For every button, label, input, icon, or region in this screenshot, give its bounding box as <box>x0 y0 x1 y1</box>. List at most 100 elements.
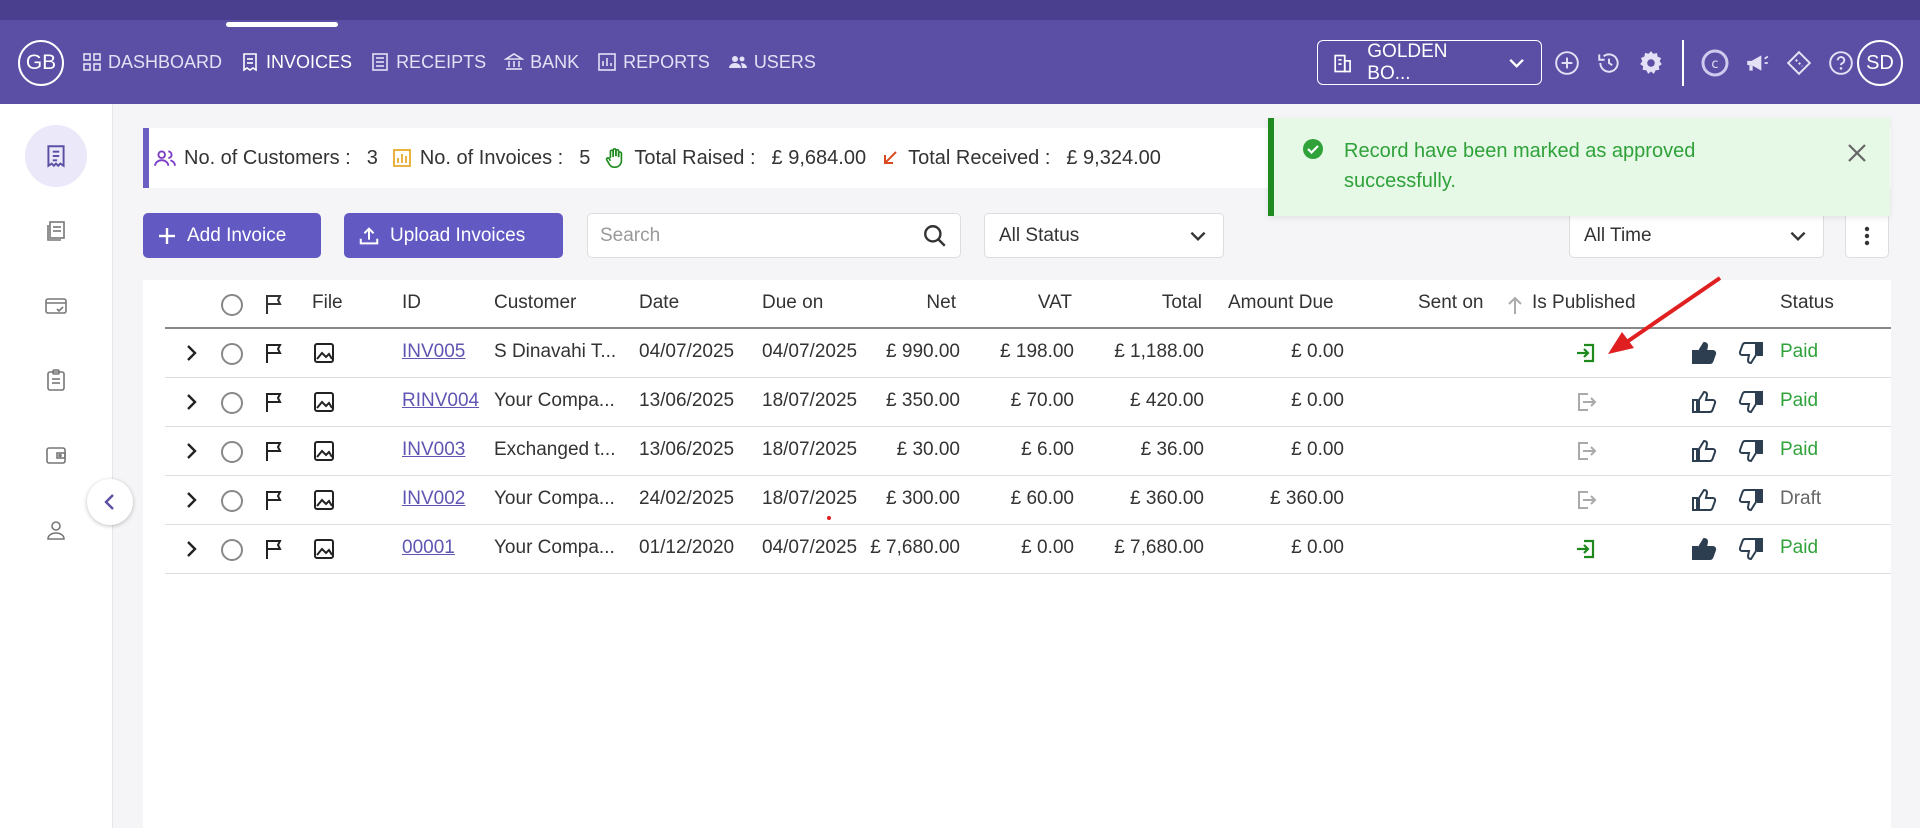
image-icon[interactable] <box>313 342 335 364</box>
chevron-right-icon[interactable] <box>185 392 199 412</box>
image-icon[interactable] <box>313 538 335 560</box>
image-icon[interactable] <box>313 440 335 462</box>
user-avatar[interactable]: SD <box>1857 40 1903 86</box>
history-icon[interactable] <box>1594 48 1624 78</box>
table-row[interactable]: RINV004 Your Compa... 13/06/2025 18/07/2… <box>165 378 1891 427</box>
nav-bank-label: BANK <box>530 51 580 72</box>
stat-raised-value: £ 9,684.00 <box>771 146 867 169</box>
col-sent-on[interactable]: Sent on <box>1418 292 1484 313</box>
thumbs-up-icon[interactable] <box>1691 439 1717 463</box>
invoice-id-link[interactable]: INV003 <box>402 439 466 460</box>
users-icon <box>728 56 747 68</box>
col-due[interactable]: Due on <box>762 292 824 313</box>
invoice-id-link[interactable]: INV005 <box>402 341 466 362</box>
status-filter-select[interactable]: All Status <box>984 213 1224 258</box>
left-sidebar <box>0 104 113 828</box>
chevron-right-icon[interactable] <box>185 539 199 559</box>
sidebar-item-clipboard[interactable] <box>25 349 87 411</box>
nav-dashboard[interactable]: DASHBOARD <box>82 52 222 73</box>
search-field[interactable] <box>587 213 961 258</box>
row-checkbox[interactable] <box>221 539 243 561</box>
upload-invoices-button[interactable]: Upload Invoices <box>344 213 563 258</box>
chevron-right-icon[interactable] <box>185 490 199 510</box>
close-icon[interactable] <box>1846 142 1868 164</box>
col-net[interactable]: Net <box>926 292 956 313</box>
table-row[interactable]: INV005 S Dinavahi T... 04/07/2025 04/07/… <box>165 329 1891 378</box>
thumbs-up-icon[interactable] <box>1691 537 1717 561</box>
add-circle-icon[interactable] <box>1552 48 1582 78</box>
status-cell: Draft <box>1780 488 1822 509</box>
company-selector[interactable]: GOLDEN BO... <box>1317 40 1542 85</box>
sort-arrow-up-icon[interactable] <box>1507 295 1523 315</box>
invoice-id-link[interactable]: INV002 <box>402 488 466 509</box>
published-icon[interactable] <box>1574 341 1598 365</box>
stat-received-value: £ 9,324.00 <box>1066 146 1161 169</box>
add-invoice-button[interactable]: Add Invoice <box>143 213 321 258</box>
flag-icon[interactable] <box>264 440 284 462</box>
status-cell: Paid <box>1780 439 1819 460</box>
table-row[interactable]: INV003 Exchanged t... 13/06/2025 18/07/2… <box>165 427 1891 476</box>
sidebar-item-wallet[interactable] <box>25 424 87 486</box>
row-checkbox[interactable] <box>221 441 243 463</box>
search-input[interactable] <box>600 224 922 247</box>
invoice-id-link[interactable]: RINV004 <box>402 390 480 411</box>
flag-icon[interactable] <box>264 391 284 413</box>
image-icon[interactable] <box>313 489 335 511</box>
chevron-right-icon[interactable] <box>185 343 199 363</box>
c-logo-icon[interactable]: c <box>1700 48 1730 78</box>
flag-icon[interactable] <box>264 538 284 560</box>
thumbs-up-icon[interactable] <box>1691 390 1717 414</box>
thumbs-down-icon[interactable] <box>1738 488 1764 512</box>
invoice-id-link[interactable]: 00001 <box>402 537 455 558</box>
documents-icon <box>47 221 65 241</box>
nav-bank[interactable]: BANK <box>504 52 579 73</box>
nav-receipts[interactable]: RECEIPTS <box>370 52 486 73</box>
sidebar-item-profile[interactable] <box>25 499 87 561</box>
stat-customers-label: No. of Customers : <box>184 146 351 169</box>
nav-reports[interactable]: REPORTS <box>597 52 710 73</box>
row-checkbox[interactable] <box>221 392 243 414</box>
sidebar-collapse-button[interactable] <box>87 479 133 525</box>
due-date-cell: 18/07/2025 <box>762 439 858 460</box>
more-options-button[interactable] <box>1845 213 1889 258</box>
col-total[interactable]: Total <box>1161 292 1202 313</box>
sidebar-item-documents[interactable] <box>25 200 87 262</box>
col-id[interactable]: ID <box>402 292 421 313</box>
select-all-checkbox[interactable] <box>221 294 243 316</box>
company-logo[interactable]: GB <box>18 40 64 86</box>
nav-invoices-label: INVOICES <box>266 51 353 72</box>
unpublished-icon[interactable] <box>1574 488 1598 512</box>
thumbs-down-icon[interactable] <box>1738 537 1764 561</box>
unpublished-icon[interactable] <box>1574 439 1598 463</box>
col-status[interactable]: Status <box>1780 292 1834 313</box>
chevron-right-icon[interactable] <box>185 441 199 461</box>
table-row[interactable]: INV002 Your Compa... 24/02/2025 18/07/20… <box>165 476 1891 525</box>
ticket-icon[interactable] <box>1784 48 1814 78</box>
published-icon[interactable] <box>1574 537 1598 561</box>
col-amount-due[interactable]: Amount Due <box>1228 292 1334 313</box>
search-icon[interactable] <box>922 223 948 249</box>
megaphone-icon[interactable] <box>1742 48 1772 78</box>
row-checkbox[interactable] <box>221 490 243 512</box>
flag-icon[interactable] <box>264 489 284 511</box>
gear-icon[interactable] <box>1636 48 1666 78</box>
time-filter-select[interactable]: All Time <box>1569 213 1824 258</box>
thumbs-down-icon[interactable] <box>1738 390 1764 414</box>
col-vat[interactable]: VAT <box>1037 292 1072 313</box>
thumbs-up-icon[interactable] <box>1691 341 1717 365</box>
thumbs-down-icon[interactable] <box>1738 341 1764 365</box>
image-icon[interactable] <box>313 391 335 413</box>
flag-icon[interactable] <box>264 342 284 364</box>
col-date[interactable]: Date <box>639 292 680 313</box>
nav-users[interactable]: USERS <box>728 52 816 73</box>
nav-invoices[interactable]: INVOICES <box>240 52 352 73</box>
row-checkbox[interactable] <box>221 343 243 365</box>
col-customer[interactable]: Customer <box>494 292 577 313</box>
sidebar-item-invoices[interactable] <box>25 125 87 187</box>
table-row[interactable]: 00001 Your Compa... 01/12/2020 04/07/202… <box>165 525 1891 574</box>
help-icon[interactable] <box>1826 48 1856 78</box>
unpublished-icon[interactable] <box>1574 390 1598 414</box>
thumbs-up-icon[interactable] <box>1691 488 1717 512</box>
thumbs-down-icon[interactable] <box>1738 439 1764 463</box>
sidebar-item-approvals[interactable] <box>25 275 87 337</box>
